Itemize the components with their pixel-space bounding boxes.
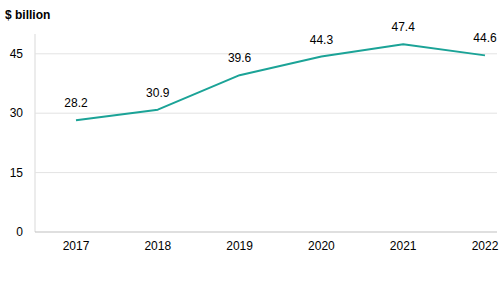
- grid-line: [35, 172, 497, 173]
- x-tick-label: 2021: [390, 239, 417, 253]
- y-axis-label: $ billion: [5, 8, 50, 22]
- y-axis-line: [35, 34, 36, 232]
- grid-line: [35, 113, 497, 114]
- chart: $ billion 0 15 30 45 2017 2018 2019 2020 2021 2022…: [0, 0, 500, 281]
- x-tick-label: 2022: [472, 239, 499, 253]
- plot-area: [76, 44, 485, 120]
- data-label: 28.2: [64, 96, 88, 110]
- x-tick-label: 2017: [63, 239, 90, 253]
- x-tick-label: 2018: [144, 239, 171, 253]
- y-tick-label: 30: [10, 106, 24, 120]
- grid-line: [35, 53, 497, 54]
- data-label: 47.4: [392, 20, 416, 34]
- data-label: 44.6: [473, 31, 497, 45]
- y-tick-label: 0: [16, 225, 23, 239]
- y-tick-label: 15: [10, 166, 24, 180]
- y-tick-label: 45: [10, 47, 24, 61]
- data-label: 44.3: [310, 33, 334, 47]
- data-label: 39.6: [228, 51, 252, 65]
- grid-line: [35, 232, 497, 233]
- x-tick-label: 2019: [226, 239, 253, 253]
- data-line: [76, 44, 485, 120]
- data-label: 30.9: [146, 86, 170, 100]
- x-tick-label: 2020: [308, 239, 335, 253]
